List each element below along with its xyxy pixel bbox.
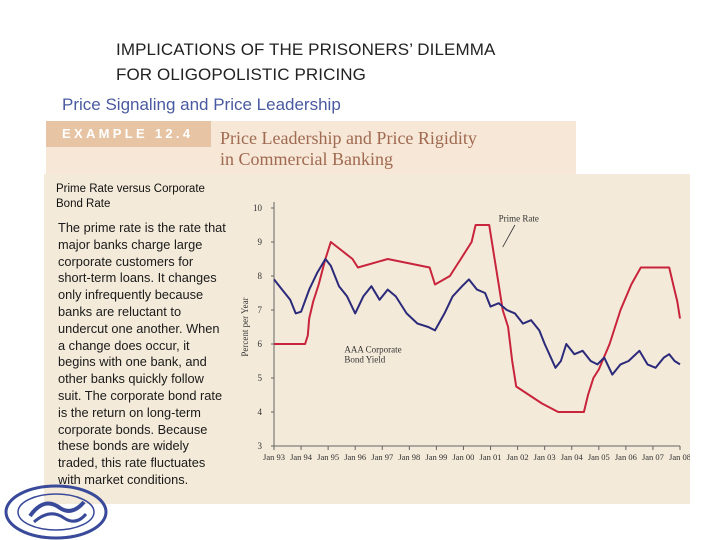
x-tick-label: Jan 99: [425, 452, 447, 462]
y-tick-label: 7: [258, 305, 263, 315]
prime-rate-label: Prime Rate: [499, 214, 539, 224]
x-tick-label: Jan 07: [642, 452, 664, 462]
slide-title-line-1: IMPLICATIONS OF THE PRISONERS’ DILEMMA: [116, 40, 496, 59]
y-tick-label: 5: [258, 373, 263, 383]
sidebar: Prime Rate versus Corporate Bond Rate Th…: [44, 174, 230, 504]
x-tick-label: Jan 06: [615, 452, 637, 462]
y-tick-label: 9: [258, 237, 263, 247]
y-tick-label: 3: [258, 441, 263, 451]
example-header: EXAMPLE 12.4 Price Leadership and Price …: [46, 121, 576, 175]
example-title-line-1: Price Leadership and Price Rigidity: [220, 128, 477, 148]
slide-title: IMPLICATIONS OF THE PRISONERS’ DILEMMA F…: [116, 37, 676, 87]
x-tick-label: Jan 04: [561, 452, 584, 462]
rate-chart: 3 4 5 6 7 8 9 10 Jan 93 Jan 94 Jan 95 Jan 96 Jan 97 J…: [240, 202, 690, 462]
x-tick-label: Jan 08: [669, 452, 690, 462]
figure-panel: Prime Rate versus Corporate Bond Rate Th…: [44, 174, 690, 504]
x-tick-label: Jan 00: [452, 452, 474, 462]
prime-rate-line: [274, 224, 681, 413]
x-tick-label: Jan 03: [534, 452, 556, 462]
y-tick-label: 8: [258, 271, 263, 281]
x-tick-label: Jan 96: [344, 452, 366, 462]
y-tick-label: 6: [258, 339, 263, 349]
x-tick-label: Jan 02: [507, 452, 529, 462]
x-tick-label: Jan 94: [290, 452, 313, 462]
prime-rate-pointer: [502, 224, 516, 248]
example-title-line-2: in Commercial Banking: [220, 149, 393, 169]
x-tick-label: Jan 93: [263, 452, 285, 462]
institute-logo: [4, 484, 108, 540]
x-tick-label: Jan 05: [588, 452, 610, 462]
x-tick-label: Jan 01: [480, 452, 502, 462]
slide-subtitle: Price Signaling and Price Leadership: [62, 95, 341, 114]
x-tick-label: Jan 98: [398, 452, 420, 462]
x-tick-label: Jan 97: [371, 452, 393, 462]
x-tick-label: Jan 95: [317, 452, 339, 462]
y-tick-label: 4: [258, 407, 263, 417]
sidebar-heading: Prime Rate versus Corporate Bond Rate: [56, 183, 205, 210]
bond-yield-line: [273, 258, 681, 376]
y-axis-label: Percent per Year: [240, 297, 250, 356]
example-tag: EXAMPLE 12.4: [46, 121, 211, 147]
slide-title-line-2: FOR OLIGOPOLISTIC PRICING: [116, 65, 366, 84]
y-tick-label: 10: [253, 203, 263, 213]
sidebar-body: The prime rate is the rate that major ba…: [58, 220, 226, 487]
example-title: Price Leadership and Price Rigidity in C…: [220, 128, 560, 170]
bond-yield-label-line-1: AAA Corporate: [344, 345, 401, 355]
bond-yield-label-line-2: Bond Yield: [344, 355, 385, 365]
